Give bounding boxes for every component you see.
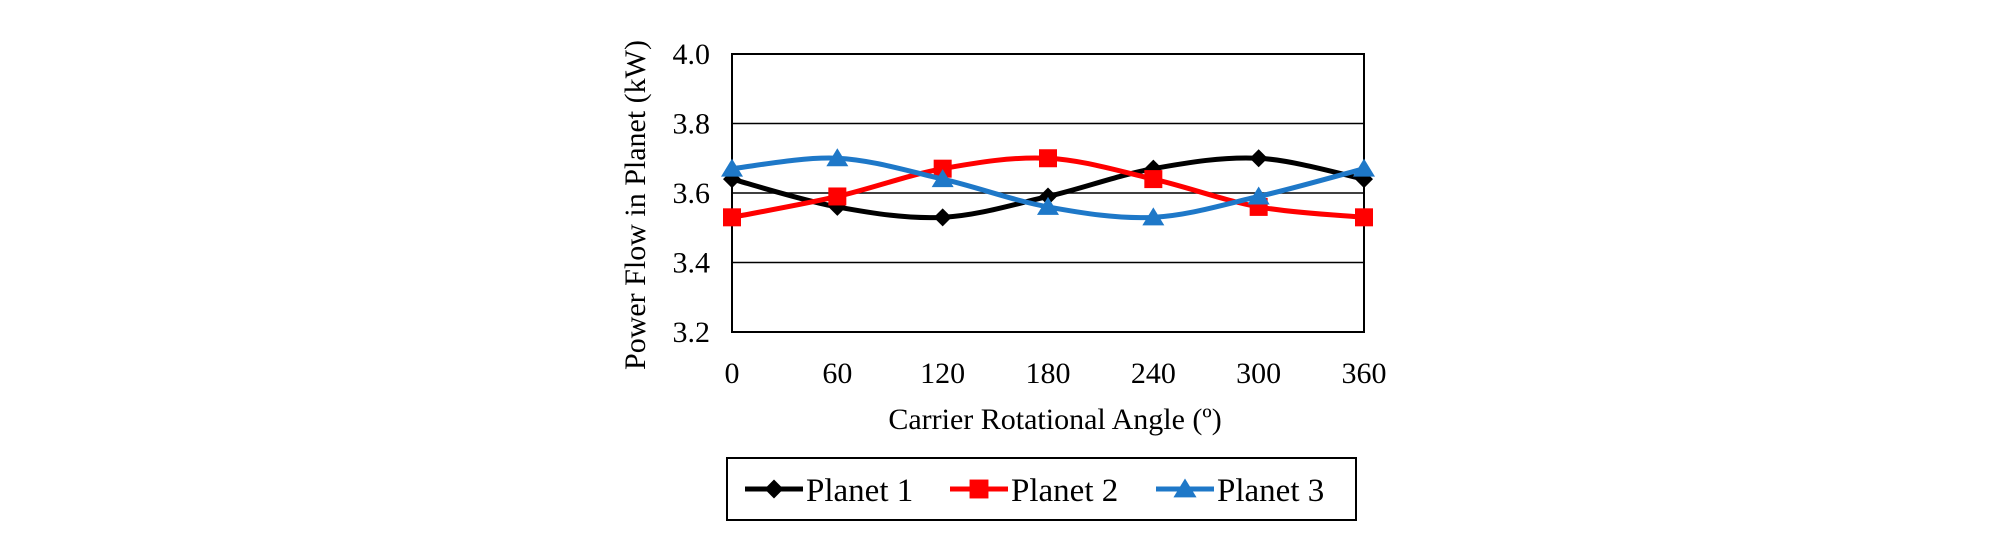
data-point-marker [1247, 186, 1270, 205]
data-point-marker [933, 208, 952, 227]
data-point-marker [1037, 196, 1059, 215]
x-axis-title: Carrier Rotational Angle (º) [888, 403, 1221, 436]
series-planet-2 [723, 149, 1373, 227]
x-tick-label: 120 [920, 357, 965, 390]
legend-box [726, 457, 1357, 521]
legend-label: Planet 3 [1217, 473, 1324, 509]
y-tick-label: 3.8 [673, 108, 711, 141]
legend-item: Planet 3 [1156, 473, 1324, 509]
data-point-marker [1353, 158, 1375, 177]
legend-item: Planet 2 [950, 473, 1118, 509]
data-point-marker [931, 169, 954, 188]
y-tick-label: 3.4 [673, 247, 711, 280]
series-lines [721, 148, 1375, 227]
y-tick-label: 3.2 [673, 316, 711, 349]
x-tick-label: 240 [1131, 357, 1176, 390]
data-point-marker [828, 187, 847, 206]
data-point-marker [1355, 208, 1373, 227]
data-point-marker [1249, 149, 1268, 168]
legend-swatch-marker [1173, 478, 1197, 498]
legend-label: Planet 1 [806, 473, 913, 509]
y-tick-label: 3.6 [673, 177, 711, 210]
x-tick-label: 300 [1236, 357, 1281, 390]
data-point-marker [1142, 207, 1165, 226]
y-axis-tick-labels: 3.2 3.4 3.6 3.8 4.0 [673, 38, 711, 349]
legend-swatch-marker [969, 479, 989, 499]
legend-swatch-marker [764, 479, 784, 499]
legend: Planet 1 Planet 2 Planet 3 [726, 457, 1357, 521]
series-planet-3 [721, 148, 1375, 226]
data-point-marker [1144, 170, 1163, 189]
y-axis-title: Power Flow in Planet (kW) [619, 40, 652, 370]
data-point-marker [721, 158, 743, 177]
data-point-marker [826, 148, 849, 167]
x-tick-label: 60 [822, 357, 852, 390]
data-point-marker [1039, 187, 1057, 206]
data-point-marker [933, 159, 952, 178]
legend-label: Planet 2 [1011, 473, 1118, 509]
plot-area-frame [731, 53, 1365, 333]
legend-item: Planet 1 [745, 473, 913, 509]
x-tick-label: 360 [1342, 357, 1387, 390]
x-tick-label: 0 [725, 357, 740, 390]
data-point-marker [723, 208, 741, 227]
y-tick-label: 4.0 [673, 38, 711, 71]
x-tick-label: 180 [1026, 357, 1071, 390]
x-axis-tick-labels: 0 60 120 180 240 300 360 [725, 357, 1387, 390]
data-point-marker [1039, 149, 1057, 168]
